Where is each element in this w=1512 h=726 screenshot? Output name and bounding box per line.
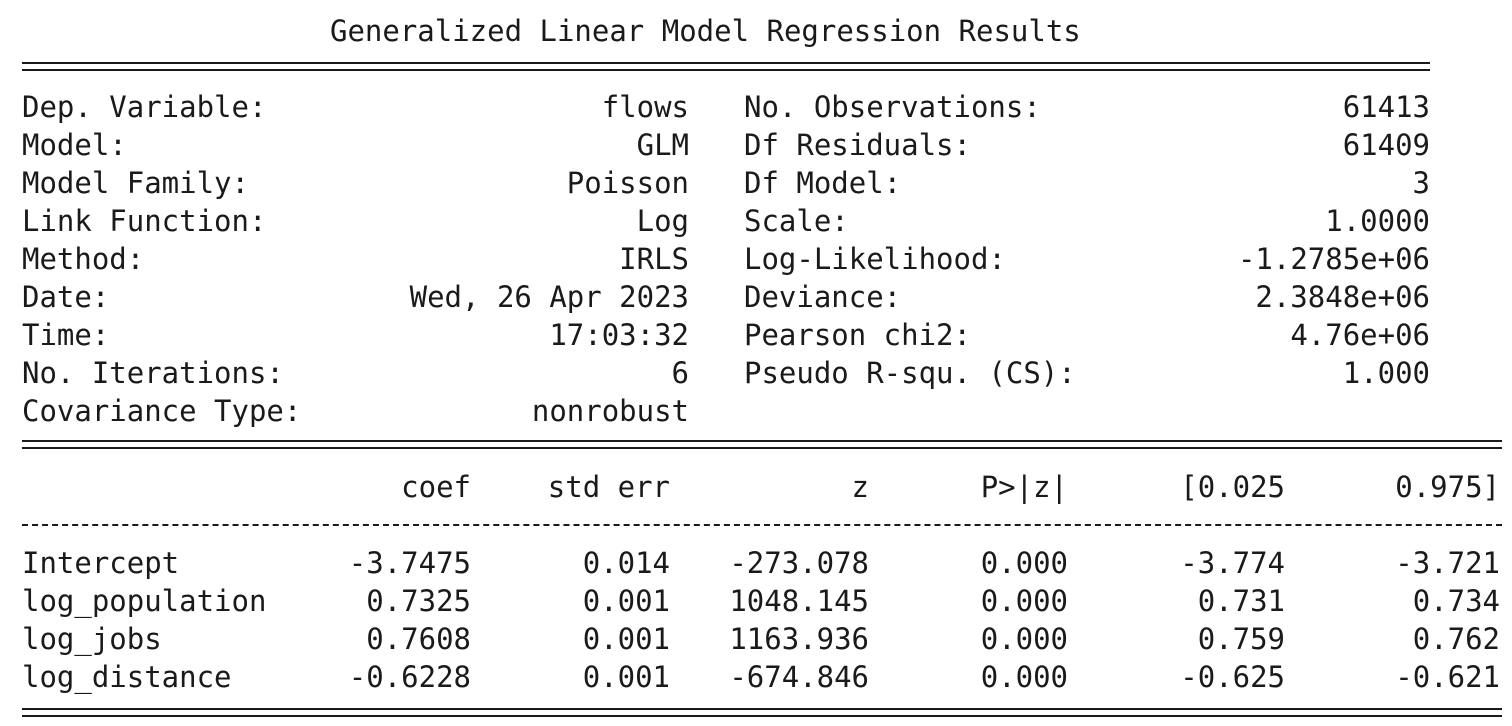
cell-p-value: 0.000 (980, 622, 1068, 656)
summary-label-iterations: No. Iterations: (22, 356, 284, 390)
cell-z: 1048.145 (729, 584, 869, 618)
header-p-value: P>|z| (980, 470, 1068, 504)
cell-std-err: 0.014 (582, 546, 670, 580)
summary-value-iterations: 6 (671, 356, 689, 390)
summary-value-scale: 1.0000 (1325, 204, 1430, 238)
summary-value-observations: 61413 (1342, 90, 1430, 124)
summary-value-date: Wed, 26 Apr 2023 (409, 280, 689, 314)
summary-label-method: Method: (22, 242, 145, 276)
summary-value-deviance: 2.3848e+06 (1255, 280, 1430, 314)
header-ci-upper: 0.975] (1395, 470, 1500, 504)
cell-coef: -3.7475 (348, 546, 471, 580)
cell-coef: 0.7325 (366, 584, 471, 618)
summary-value-df-model: 3 (1412, 166, 1430, 200)
summary-label-model-family: Model Family: (22, 166, 249, 200)
rule-middle (22, 440, 1502, 449)
cell-p-value: 0.000 (980, 546, 1068, 580)
summary-label-model: Model: (22, 128, 127, 162)
row-name: Intercept (22, 546, 180, 580)
cell-ci-upper: -0.621 (1395, 660, 1500, 694)
cell-p-value: 0.000 (980, 584, 1068, 618)
summary-value-link-function: Log (636, 204, 689, 238)
cell-ci-lower: -0.625 (1180, 660, 1285, 694)
summary-label-time: Time: (22, 318, 110, 352)
summary-value-dep-variable: flows (601, 90, 689, 124)
summary-value-method: IRLS (619, 242, 689, 276)
summary-value-log-likelihood: -1.2785e+06 (1237, 242, 1430, 276)
row-name: log_distance (22, 660, 232, 694)
cell-ci-upper: 0.734 (1412, 584, 1500, 618)
summary-value-df-residuals: 61409 (1342, 128, 1430, 162)
cell-p-value: 0.000 (980, 660, 1068, 694)
cell-ci-lower: 0.731 (1197, 584, 1285, 618)
summary-value-model-family: Poisson (566, 166, 689, 200)
rule-bottom (22, 708, 1502, 717)
summary-label-pseudo-r-squared: Pseudo R-squ. (CS): (744, 356, 1076, 390)
cell-ci-upper: -3.721 (1395, 546, 1500, 580)
summary-value-time: 17:03:32 (549, 318, 689, 352)
cell-std-err: 0.001 (582, 584, 670, 618)
summary-label-scale: Scale: (744, 204, 849, 238)
summary-label-log-likelihood: Log-Likelihood: (744, 242, 1006, 276)
header-ci-lower: [0.025 (1180, 470, 1285, 504)
summary-label-df-residuals: Df Residuals: (744, 128, 971, 162)
cell-z: -674.846 (729, 660, 869, 694)
summary-value-covariance-type: nonrobust (531, 394, 689, 428)
report-title: Generalized Linear Model Regression Resu… (330, 14, 1081, 48)
header-coef: coef (401, 470, 471, 504)
cell-z: 1163.936 (729, 622, 869, 656)
summary-label-observations: No. Observations: (744, 90, 1041, 124)
summary-value-model: GLM (636, 128, 689, 162)
cell-ci-upper: 0.762 (1412, 622, 1500, 656)
summary-label-deviance: Deviance: (744, 280, 902, 314)
summary-value-pseudo-r-squared: 1.000 (1342, 356, 1430, 390)
cell-coef: 0.7608 (366, 622, 471, 656)
header-std-err: std err (547, 470, 670, 504)
summary-label-df-model: Df Model: (744, 166, 902, 200)
cell-ci-lower: 0.759 (1197, 622, 1285, 656)
summary-value-pearson-chi2: 4.76e+06 (1290, 318, 1430, 352)
summary-label-pearson-chi2: Pearson chi2: (744, 318, 971, 352)
summary-label-date: Date: (22, 280, 110, 314)
row-name: log_jobs (22, 622, 162, 656)
header-z: z (851, 470, 869, 504)
row-name: log_population (22, 584, 267, 618)
summary-label-covariance-type: Covariance Type: (22, 394, 302, 428)
summary-label-link-function: Link Function: (22, 204, 267, 238)
cell-z: -273.078 (729, 546, 869, 580)
cell-coef: -0.6228 (348, 660, 471, 694)
cell-std-err: 0.001 (582, 622, 670, 656)
rule-top (22, 62, 1430, 71)
summary-label-dep-variable: Dep. Variable: (22, 90, 267, 124)
cell-ci-lower: -3.774 (1180, 546, 1285, 580)
rule-dashed (22, 524, 1502, 526)
cell-std-err: 0.001 (582, 660, 670, 694)
